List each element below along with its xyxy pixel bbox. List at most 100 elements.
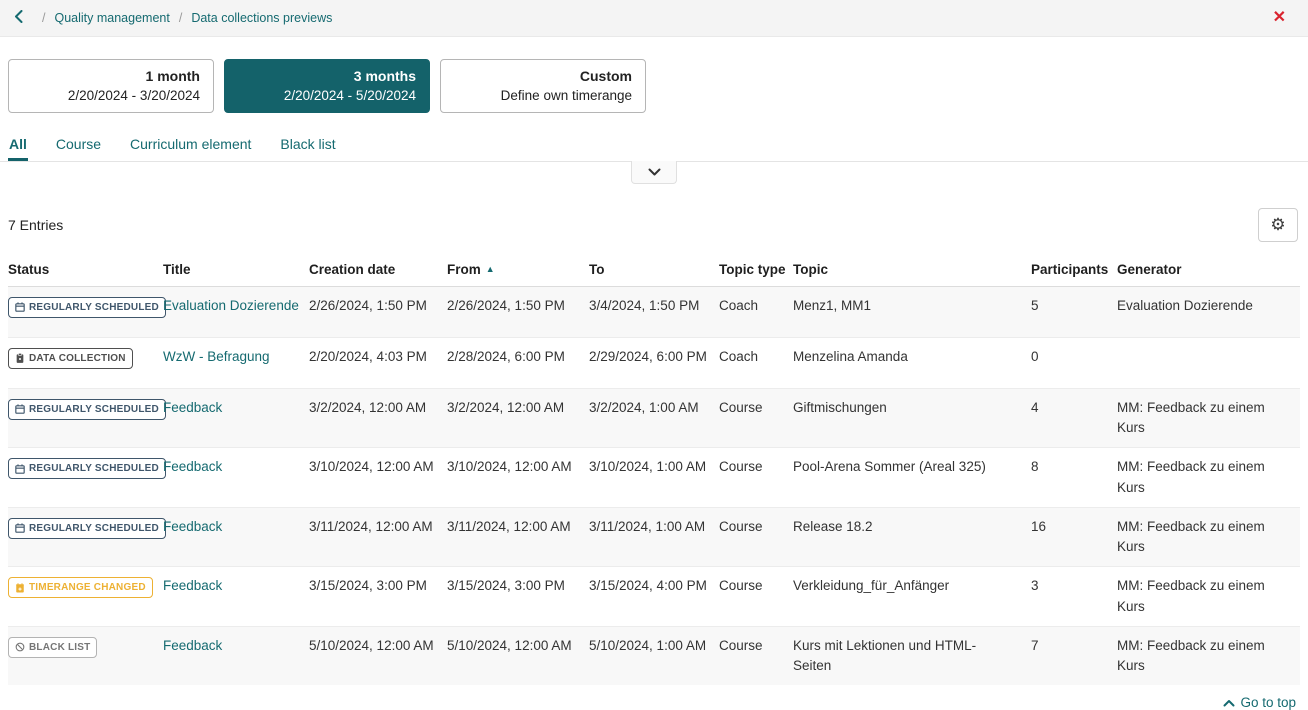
timerange-button-1-month[interactable]: 1 month 2/20/2024 - 3/20/2024 [8, 59, 214, 113]
topic-type-cell: Course [719, 567, 793, 627]
table-row[interactable]: TIMERANGE CHANGED Feedback 3/15/2024, 3:… [8, 567, 1300, 627]
breadcrumb: / Quality management / Data collections … [0, 0, 1308, 37]
status-badge: TIMERANGE CHANGED [8, 577, 153, 598]
timerange-button-title: 3 months [238, 66, 416, 86]
breadcrumb-link-quality-management[interactable]: Quality management [54, 11, 169, 25]
participants-cell: 0 [1031, 337, 1117, 388]
status-badge-label: REGULARLY SCHEDULED [29, 461, 159, 476]
to-cell: 3/2/2024, 1:00 AM [589, 388, 719, 448]
column-header-generator[interactable]: Generator [1117, 256, 1300, 287]
column-header-title[interactable]: Title [163, 256, 309, 287]
generator-cell: MM: Feedback zu einem Kurs [1117, 567, 1300, 627]
from-cell: 3/2/2024, 12:00 AM [447, 388, 589, 448]
back-button[interactable] [14, 10, 23, 26]
collection-title-link[interactable]: Feedback [163, 459, 222, 474]
breadcrumb-separator: / [179, 11, 182, 25]
chevron-left-icon [14, 10, 23, 26]
column-header-status[interactable]: Status [8, 256, 163, 287]
generator-cell: Evaluation Dozierende [1117, 286, 1300, 337]
from-cell: 5/10/2024, 12:00 AM [447, 626, 589, 685]
topic-cell: Menzelina Amanda [793, 337, 1031, 388]
collection-title-link[interactable]: Feedback [163, 578, 222, 593]
table-row[interactable]: REGULARLY SCHEDULED Feedback 3/11/2024, … [8, 507, 1300, 567]
status-badge-label: BLACK LIST [29, 640, 90, 655]
timerange-button-3-months[interactable]: 3 months 2/20/2024 - 5/20/2024 [224, 59, 430, 113]
creation-date-cell: 3/2/2024, 12:00 AM [309, 388, 447, 448]
topic-cell: Pool-Arena Sommer (Areal 325) [793, 448, 1031, 508]
column-header-to[interactable]: To [589, 256, 719, 287]
timerange-button-subtitle: 2/20/2024 - 5/20/2024 [284, 88, 416, 103]
chevron-down-icon [648, 164, 661, 179]
creation-date-cell: 5/10/2024, 12:00 AM [309, 626, 447, 685]
from-cell: 2/26/2024, 1:50 PM [447, 286, 589, 337]
go-to-top-label: Go to top [1240, 695, 1296, 710]
topic-type-cell: Course [719, 626, 793, 685]
participants-cell: 8 [1031, 448, 1117, 508]
status-badge: DATA COLLECTION [8, 348, 133, 369]
creation-date-cell: 2/26/2024, 1:50 PM [309, 286, 447, 337]
status-badge-label: REGULARLY SCHEDULED [29, 521, 159, 536]
table-row[interactable]: REGULARLY SCHEDULED Evaluation Dozierend… [8, 286, 1300, 337]
ban-icon [15, 642, 25, 652]
collection-title-link[interactable]: Feedback [163, 400, 222, 415]
tab-black-list[interactable]: Black list [279, 130, 336, 161]
collection-title-link[interactable]: Feedback [163, 638, 222, 653]
participants-cell: 5 [1031, 286, 1117, 337]
column-header-participants[interactable]: Participants [1031, 256, 1117, 287]
to-cell: 3/10/2024, 1:00 AM [589, 448, 719, 508]
go-to-top-link[interactable]: Go to top [1223, 695, 1296, 710]
participants-cell: 4 [1031, 388, 1117, 448]
topic-type-cell: Coach [719, 337, 793, 388]
creation-date-cell: 3/11/2024, 12:00 AM [309, 507, 447, 567]
timerange-button-subtitle: 2/20/2024 - 3/20/2024 [68, 88, 200, 103]
column-header-topic[interactable]: Topic [793, 256, 1031, 287]
status-badge: REGULARLY SCHEDULED [8, 458, 166, 479]
table-header-row: Status Title Creation date From▲ To Topi… [8, 256, 1300, 287]
timerange-button-custom[interactable]: Custom Define own timerange [440, 59, 646, 113]
generator-cell [1117, 337, 1300, 388]
participants-cell: 3 [1031, 567, 1117, 627]
participants-cell: 16 [1031, 507, 1117, 567]
collection-title-link[interactable]: Feedback [163, 519, 222, 534]
status-badge-label: REGULARLY SCHEDULED [29, 402, 159, 417]
timerange-button-title: 1 month [22, 66, 200, 86]
filter-collapse-bar [0, 162, 1308, 188]
table-row[interactable]: REGULARLY SCHEDULED Feedback 3/2/2024, 1… [8, 388, 1300, 448]
table-row[interactable]: REGULARLY SCHEDULED Feedback 3/10/2024, … [8, 448, 1300, 508]
generator-cell: MM: Feedback zu einem Kurs [1117, 448, 1300, 508]
tab-course[interactable]: Course [55, 130, 102, 161]
to-cell: 2/29/2024, 6:00 PM [589, 337, 719, 388]
column-header-topic-type[interactable]: Topic type [719, 256, 793, 287]
table-row[interactable]: BLACK LIST Feedback 5/10/2024, 12:00 AM … [8, 626, 1300, 685]
generator-cell: MM: Feedback zu einem Kurs [1117, 626, 1300, 685]
from-cell: 3/11/2024, 12:00 AM [447, 507, 589, 567]
tab-all[interactable]: All [8, 130, 28, 161]
table-settings-button[interactable]: ⚙ [1258, 208, 1298, 242]
collection-title-link[interactable]: Evaluation Dozierende [163, 298, 299, 313]
collection-title-link[interactable]: WzW - Befragung [163, 349, 270, 364]
tab-curriculum-element[interactable]: Curriculum element [129, 130, 252, 161]
status-badge: REGULARLY SCHEDULED [8, 399, 166, 420]
status-badge: BLACK LIST [8, 637, 97, 658]
sort-ascending-icon: ▲ [486, 264, 495, 274]
gear-icon: ⚙ [1270, 215, 1285, 234]
calendar-edit-icon [15, 583, 25, 593]
column-header-from[interactable]: From▲ [447, 256, 589, 287]
status-badge-label: TIMERANGE CHANGED [29, 580, 146, 595]
data-collections-table: Status Title Creation date From▲ To Topi… [8, 256, 1300, 686]
topic-type-cell: Course [719, 507, 793, 567]
close-button[interactable]: ✕ [1265, 8, 1294, 28]
status-badge-label: DATA COLLECTION [29, 351, 126, 366]
expand-filters-button[interactable] [631, 161, 677, 184]
calendar-icon [15, 404, 25, 414]
table-row[interactable]: DATA COLLECTION WzW - Befragung 2/20/202… [8, 337, 1300, 388]
column-header-creation-date[interactable]: Creation date [309, 256, 447, 287]
chevron-up-icon [1223, 695, 1235, 710]
participants-cell: 7 [1031, 626, 1117, 685]
calendar-icon [15, 464, 25, 474]
status-badge-label: REGULARLY SCHEDULED [29, 300, 159, 315]
entries-count: 7 Entries [8, 217, 63, 233]
timerange-button-subtitle: Define own timerange [501, 88, 632, 103]
to-cell: 5/10/2024, 1:00 AM [589, 626, 719, 685]
status-badge: REGULARLY SCHEDULED [8, 297, 166, 318]
